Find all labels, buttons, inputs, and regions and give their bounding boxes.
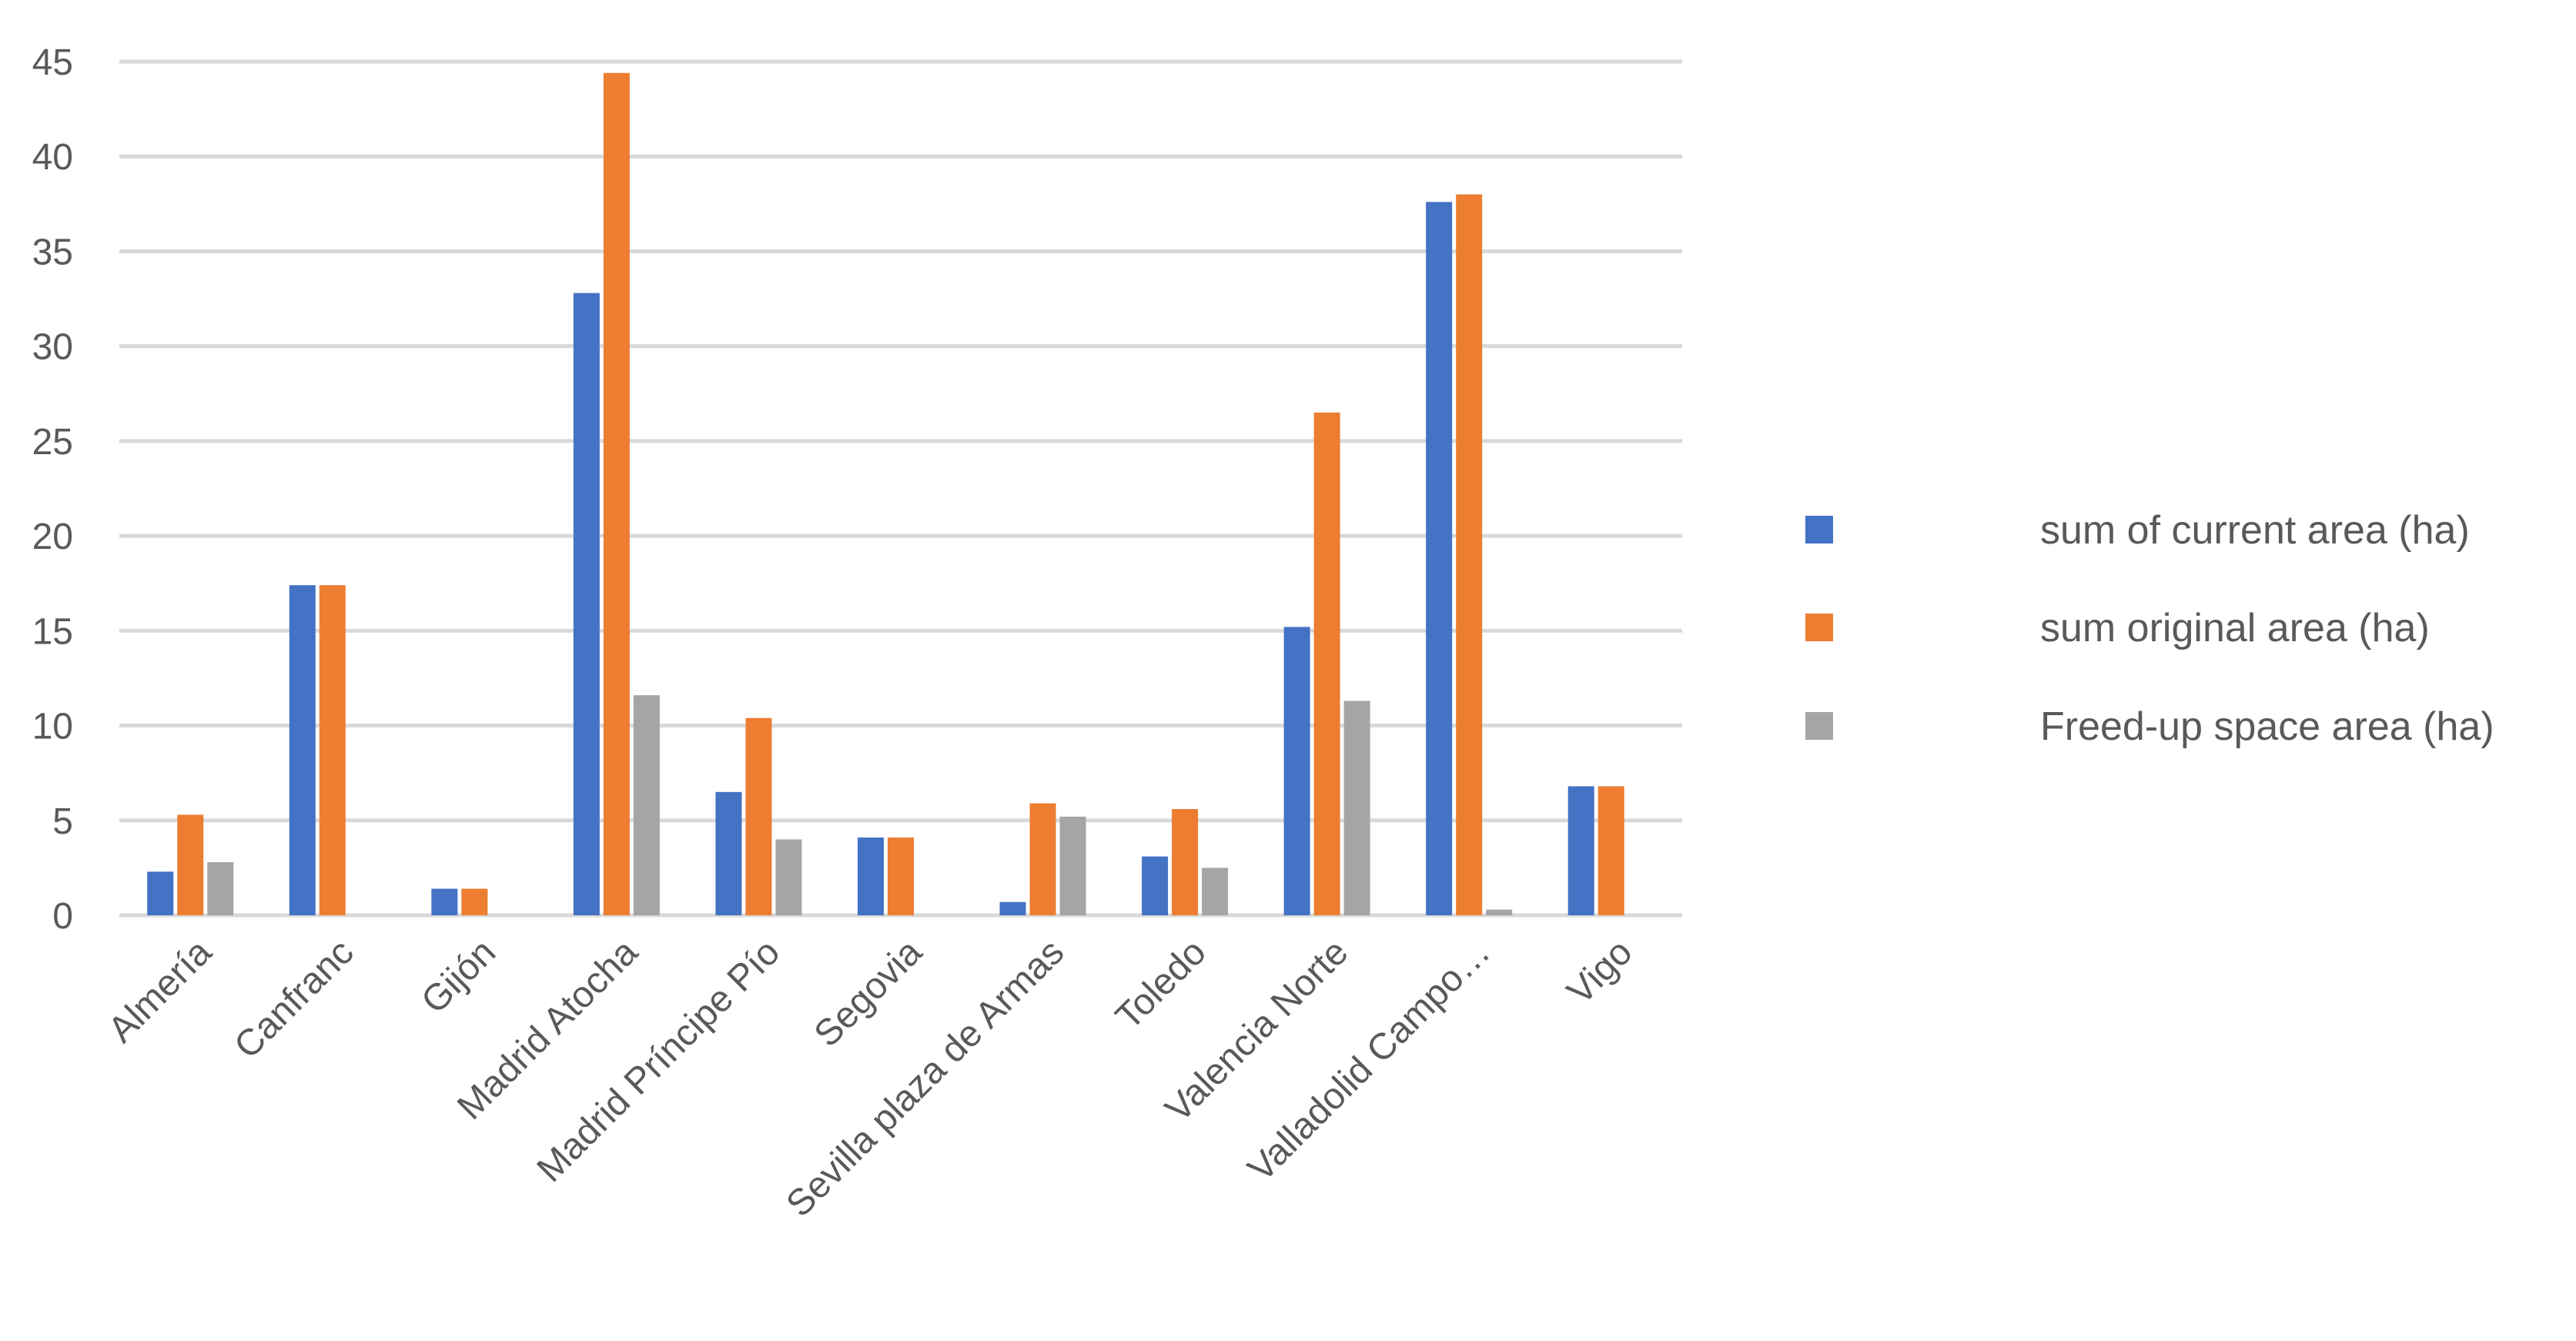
bar — [147, 871, 174, 915]
legend-swatch — [1805, 516, 1833, 543]
bar — [1172, 808, 1199, 915]
bar — [1313, 412, 1340, 915]
bar — [177, 814, 204, 915]
bar — [1283, 627, 1310, 915]
legend-swatch — [1805, 614, 1833, 641]
x-tick-label: Vigo — [1560, 931, 1641, 1012]
legend-label: Freed-up space area (ha) — [2040, 704, 2494, 749]
bar — [1567, 786, 1594, 915]
bar — [289, 585, 316, 915]
bar — [888, 837, 914, 915]
bar — [775, 839, 802, 915]
x-tick-label: Segovia — [807, 931, 930, 1055]
legend-swatch — [1805, 712, 1833, 740]
bar — [858, 837, 884, 915]
bar — [1142, 856, 1169, 915]
x-tick-label: Gijón — [413, 931, 503, 1022]
bar — [1343, 701, 1370, 915]
bar — [319, 585, 346, 915]
x-tick-label: Madrid Príncipe Pío — [530, 931, 788, 1190]
bar — [633, 695, 660, 915]
bar — [573, 293, 600, 915]
y-axis-ticks: 0 5 10 15 20 25 30 35 40 45 — [32, 42, 73, 937]
y-tick-label: 30 — [32, 327, 73, 368]
bar — [999, 901, 1026, 915]
x-tick-label: Valladolid Campo… — [1240, 931, 1498, 1189]
legend-label: sum original area (ha) — [2040, 606, 2430, 650]
y-tick-label: 10 — [32, 707, 73, 747]
gridlines — [119, 59, 1682, 918]
bar — [1456, 194, 1483, 915]
y-tick-label: 0 — [52, 896, 73, 937]
bar — [431, 888, 458, 915]
x-tick-label: Sevilla plaza de Armas — [778, 931, 1072, 1225]
y-tick-label: 45 — [32, 42, 73, 83]
bar — [603, 72, 630, 916]
x-tick-label: Toledo — [1108, 931, 1213, 1037]
bar — [1426, 202, 1453, 915]
bar — [745, 717, 772, 915]
y-tick-label: 35 — [32, 232, 73, 273]
legend: sum of current area (ha) sum original are… — [1805, 508, 2494, 749]
y-tick-label: 20 — [32, 517, 73, 557]
x-tick-label: Canfranc — [226, 931, 361, 1066]
bar — [1029, 803, 1056, 915]
bar — [715, 791, 742, 915]
bar — [1597, 786, 1624, 915]
y-tick-label: 5 — [52, 801, 73, 842]
bars — [147, 72, 1624, 916]
legend-label: sum of current area (ha) — [2040, 508, 2470, 553]
bar — [1486, 909, 1513, 915]
bar — [1059, 816, 1086, 915]
x-tick-label: Almería — [101, 931, 220, 1051]
y-tick-label: 25 — [32, 422, 73, 463]
y-tick-label: 15 — [32, 611, 73, 652]
bar — [207, 861, 234, 915]
bar — [1202, 868, 1229, 915]
y-tick-label: 40 — [32, 137, 73, 178]
bar — [461, 888, 488, 915]
